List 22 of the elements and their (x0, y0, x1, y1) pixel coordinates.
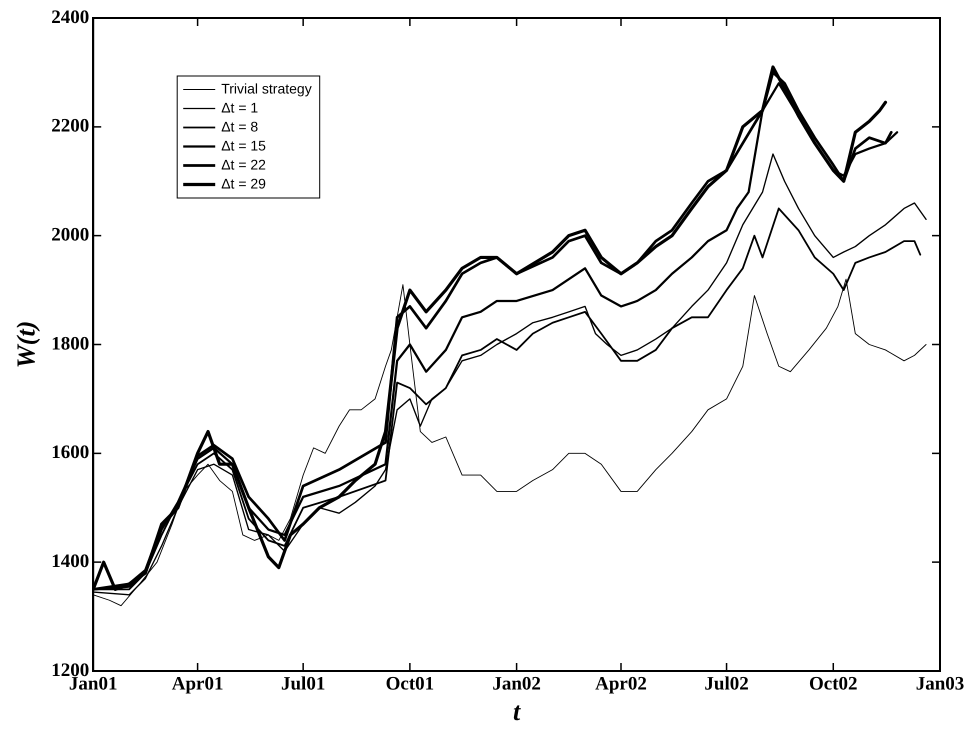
y-tick-label: 2200 (51, 116, 90, 137)
x-tick-label: Jan02 (492, 673, 541, 694)
y-tick-label: 2000 (51, 224, 90, 246)
y-tick-label: 1800 (51, 333, 90, 354)
legend-label: Δt = 29 (221, 175, 266, 192)
legend-label: Δt = 15 (221, 137, 266, 154)
x-tick-label: Jan03 (916, 673, 964, 694)
y-tick-label: 2400 (51, 6, 90, 28)
legend-label: Δt = 1 (221, 99, 258, 116)
x-axis-title: t (512, 697, 521, 726)
x-tick-label: Apr02 (595, 673, 647, 694)
legend-label: Δt = 8 (221, 118, 258, 134)
x-tick-label: Jul02 (704, 673, 749, 694)
y-tick-label: 1600 (51, 442, 90, 464)
y-tick-label: 1400 (51, 551, 90, 572)
legend-label: Δt = 22 (221, 156, 266, 172)
x-tick-label: Apr01 (172, 673, 224, 694)
legend-label: Trivial strategy (221, 80, 312, 96)
x-tick-label: Jul01 (280, 673, 326, 694)
x-tick-label: Oct01 (386, 673, 434, 694)
x-tick-label: Oct02 (809, 673, 858, 694)
y-axis-title: W(t) (11, 320, 40, 368)
